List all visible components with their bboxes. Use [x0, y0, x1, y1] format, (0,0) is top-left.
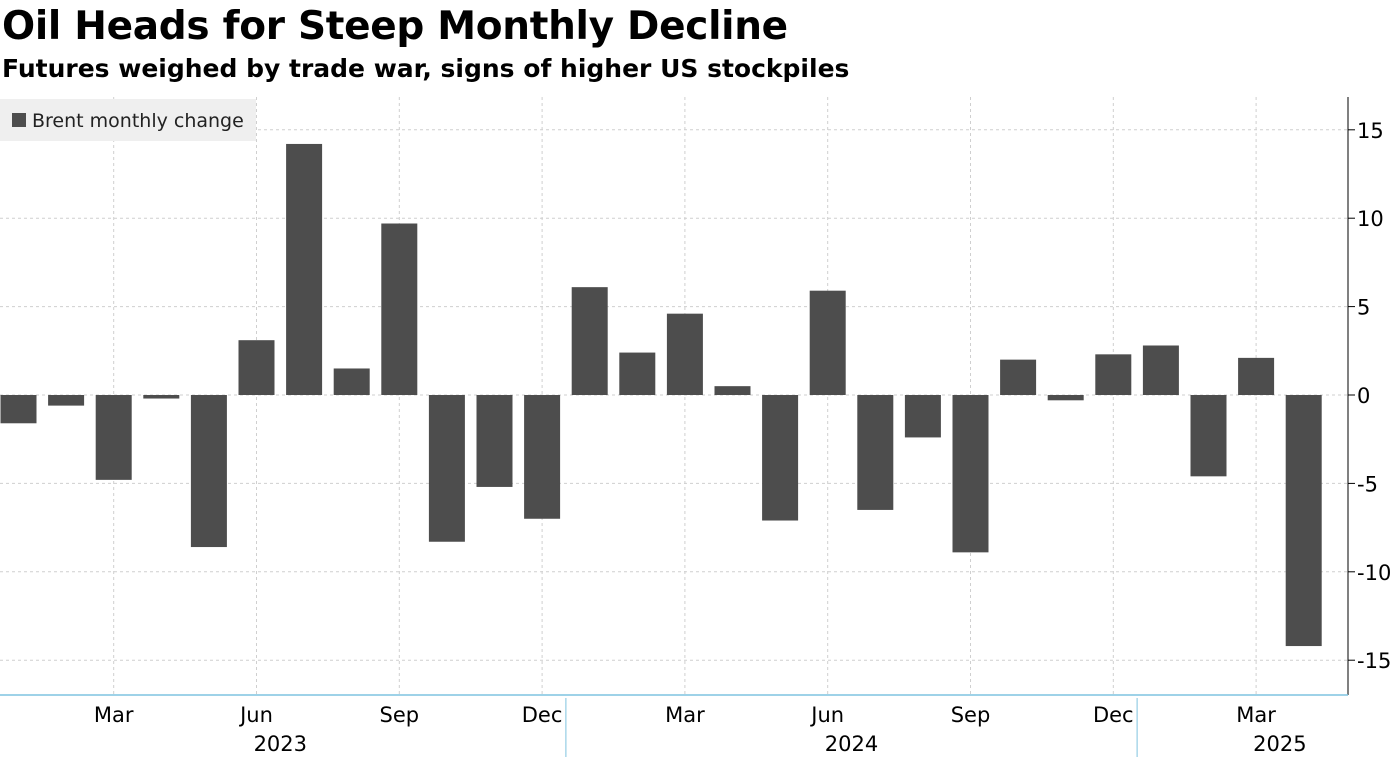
- bar: [1095, 354, 1132, 395]
- x-tick-label: Dec: [522, 703, 563, 727]
- bar: [286, 143, 323, 395]
- bar: [1190, 395, 1227, 477]
- bar: [571, 287, 608, 395]
- bar: [762, 395, 799, 521]
- bar: [524, 395, 561, 519]
- bar: [666, 313, 703, 395]
- bar: [1000, 359, 1037, 395]
- bar: [857, 395, 894, 510]
- bar: [1047, 395, 1084, 401]
- year-label: 2024: [825, 732, 878, 756]
- y-tick-label: 5: [1357, 296, 1370, 320]
- bar: [1238, 357, 1275, 395]
- x-tick-label: Sep: [380, 703, 420, 727]
- bar: [1142, 345, 1179, 395]
- legend: Brent monthly change: [0, 99, 256, 141]
- bar: [952, 395, 989, 553]
- legend-label: Brent monthly change: [32, 110, 244, 132]
- x-tick-label: Sep: [951, 703, 991, 727]
- year-label: 2025: [1253, 732, 1306, 756]
- y-tick-label: 0: [1357, 384, 1370, 408]
- legend-swatch: [12, 113, 26, 127]
- x-tick-label: Mar: [1236, 703, 1276, 727]
- bar: [190, 395, 227, 548]
- bar: [381, 223, 418, 395]
- y-tick-label: 15: [1357, 119, 1384, 143]
- bar: [428, 395, 465, 542]
- chart-title: Oil Heads for Steep Monthly Decline: [2, 4, 788, 49]
- x-tick-label: Jun: [809, 703, 844, 727]
- bar: [809, 290, 846, 395]
- bar: [714, 386, 751, 395]
- bar: [238, 340, 275, 395]
- bar: [1285, 395, 1322, 647]
- x-tick-label: Jun: [238, 703, 273, 727]
- bars-layer: [0, 143, 1322, 647]
- y-tick-label: -15: [1357, 649, 1391, 673]
- axis-layer: 15 10 5 0 -5 -10 -15 Mar Jun Sep Dec Mar Jun Sep Dec Ma…: [0, 97, 1391, 757]
- x-tick-label: Mar: [665, 703, 705, 727]
- bar: [904, 395, 941, 438]
- bar: [476, 395, 513, 487]
- bar: [95, 395, 132, 480]
- bar: [143, 395, 180, 399]
- x-tick-label: Dec: [1093, 703, 1134, 727]
- y-tick-label: -10: [1357, 561, 1391, 585]
- legend-background: [0, 99, 256, 141]
- x-tick-label: Mar: [94, 703, 134, 727]
- y-tick-label: -5: [1357, 472, 1378, 496]
- bar: [0, 395, 37, 424]
- bar: [333, 368, 370, 395]
- y-tick-label: 10: [1357, 207, 1384, 231]
- year-label: 2023: [254, 732, 307, 756]
- bar: [619, 352, 656, 395]
- chart-subtitle: Futures weighed by trade war, signs of h…: [2, 54, 850, 83]
- bar: [48, 395, 85, 406]
